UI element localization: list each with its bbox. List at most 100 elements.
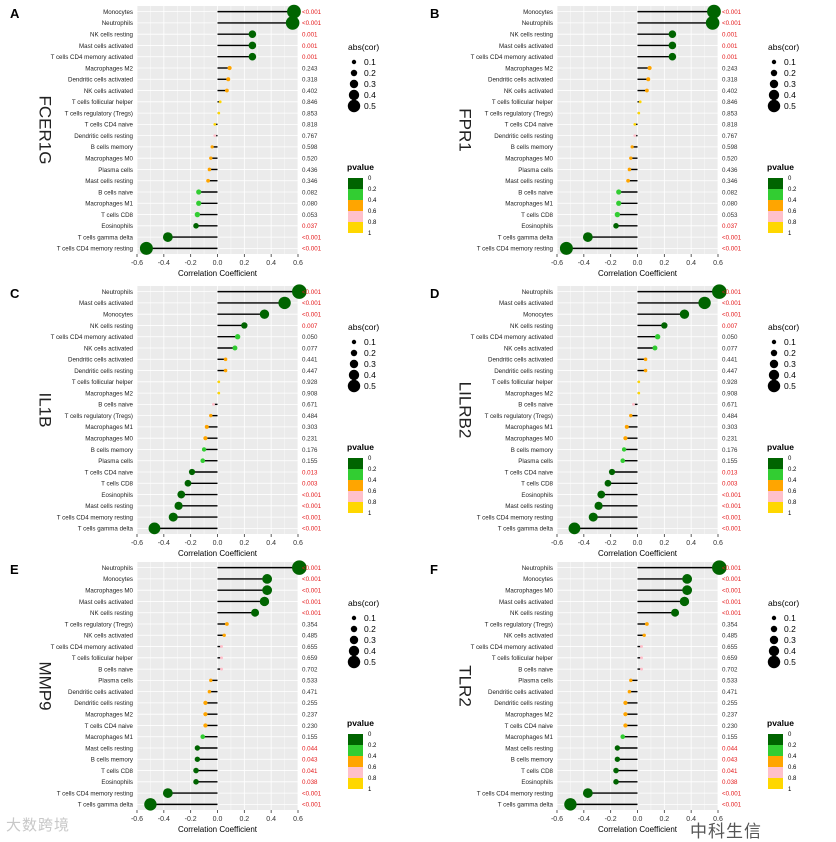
x-tick-label: 0.2: [239, 540, 249, 547]
cell-type-label: Mast cells activated: [79, 300, 134, 307]
cell-type-label: NK cells resting: [510, 323, 554, 330]
cell-type-label: Monocytes: [523, 311, 553, 318]
pvalue-legend-title: pvalue: [767, 442, 794, 452]
pvalue-label: 0.702: [302, 666, 318, 673]
size-legend-label: 0.5: [364, 101, 376, 111]
pvalue-label: 0.041: [302, 768, 318, 775]
pvalue-label: <0.001: [722, 790, 742, 797]
cell-type-label: Macrophages M0: [85, 155, 133, 162]
lollipop-dot: [209, 413, 213, 418]
pvalue-label: 0.767: [302, 133, 318, 140]
pvalue-legend-label: 0.2: [368, 743, 377, 749]
x-tick-label: -0.4: [158, 540, 170, 547]
pvalue-label: <0.001: [302, 289, 322, 296]
gene-label: FPR1: [456, 108, 475, 151]
lollipop-dot: [597, 490, 606, 499]
pvalue-legend-label: 0.4: [368, 198, 377, 204]
pvalue-label: 0.908: [722, 390, 738, 397]
pvalue-legend-label: 0: [788, 732, 792, 738]
pvalue-label: <0.001: [302, 576, 322, 583]
pvalue-legend-label: 0.8: [788, 220, 797, 226]
lollipop-dot: [287, 4, 301, 19]
lollipop-dot: [640, 645, 644, 649]
x-axis-label: Correlation Coefficient: [598, 269, 678, 278]
cell-type-label: Dendritic cells activated: [68, 689, 134, 696]
size-legend-dot: [348, 369, 360, 381]
x-tick-label: 0.0: [213, 540, 223, 547]
x-tick-label: -0.4: [578, 816, 590, 823]
pvalue-label: 0.818: [722, 122, 738, 129]
pvalue-legend-label: 1: [788, 511, 792, 517]
x-tick-label: -0.4: [578, 540, 590, 547]
pvalue-legend-label: 0.4: [368, 754, 377, 760]
pvalue-label: 0.484: [302, 413, 318, 420]
pvalue-legend-label: 0: [788, 456, 792, 462]
lollipop-dot: [203, 700, 208, 706]
size-legend-dot: [770, 349, 778, 357]
x-axis-label: Correlation Coefficient: [178, 269, 258, 278]
lollipop-dot: [661, 322, 668, 329]
pvalue-label: <0.001: [722, 514, 742, 521]
lollipop-dot: [148, 522, 161, 535]
lollipop-dot: [177, 490, 186, 499]
cell-type-label: NK cells resting: [90, 323, 134, 330]
cell-type-label: T cells regulatory (Tregs): [65, 110, 133, 117]
pvalue-label: 0.038: [302, 779, 318, 786]
pvalue-label: <0.001: [722, 289, 742, 296]
cell-type-label: T cells follicular helper: [492, 99, 553, 106]
pvalue-label: <0.001: [302, 565, 322, 572]
lollipop-dot: [631, 402, 635, 406]
pvalue-label: 0.043: [722, 757, 738, 764]
cell-type-label: Mast cells activated: [499, 300, 554, 307]
lollipop-dot: [139, 241, 153, 255]
panel-letter: E: [10, 562, 19, 577]
lollipop-dot: [707, 4, 721, 19]
lollipop-dot: [564, 798, 577, 811]
pvalue-legend-title: pvalue: [767, 718, 794, 728]
lollipop-dot: [193, 767, 199, 774]
pvalue-label: 0.702: [722, 666, 738, 673]
lollipop-dot: [200, 458, 206, 464]
pvalue-legend-swatch: [768, 211, 783, 222]
cell-type-label: T cells follicular helper: [492, 379, 553, 386]
lollipop-dot: [633, 122, 637, 126]
pvalue-label: <0.001: [302, 492, 322, 499]
size-legend-label: 0.4: [784, 90, 796, 100]
lollipop-dot: [679, 309, 690, 319]
x-tick-label: -0.2: [185, 540, 197, 547]
cell-type-label: Monocytes: [523, 576, 553, 583]
pvalue-label: 0.447: [302, 368, 318, 375]
gene-label: MMP9: [36, 661, 55, 710]
pvalue-label: 0.671: [722, 402, 738, 409]
lollipop-dot: [637, 391, 641, 395]
cell-type-label: Dendritic cells activated: [68, 357, 134, 364]
pvalue-legend-swatch: [348, 756, 363, 767]
pvalue-label: <0.001: [722, 610, 742, 617]
pvalue-label: 0.303: [302, 424, 318, 431]
cell-type-label: T cells CD4 memory activated: [51, 54, 134, 61]
pvalue-label: 0.001: [302, 31, 318, 38]
pvalue-legend-swatch: [768, 458, 783, 469]
lollipop-dot: [207, 167, 212, 172]
lollipop-dot: [204, 424, 209, 429]
size-legend-label: 0.1: [784, 337, 796, 347]
pvalue-label: <0.001: [722, 565, 742, 572]
cell-type-label: B cells naive: [98, 666, 133, 673]
lollipop-dot: [184, 479, 192, 487]
watermark-left: 大数跨境: [6, 817, 71, 834]
lollipop-dot: [262, 585, 273, 596]
x-tick-label: 0.2: [659, 540, 669, 547]
cell-type-label: Neutrophils: [522, 20, 553, 27]
cell-type-label: Mast cells resting: [505, 178, 553, 185]
pvalue-label: 0.853: [722, 110, 738, 117]
lollipop-dot: [613, 779, 619, 785]
lollipop-dot: [210, 145, 214, 149]
cell-type-label: T cells CD4 memory resting: [477, 790, 554, 797]
pvalue-label: 0.402: [722, 88, 738, 95]
panel-letter: C: [10, 286, 20, 301]
lollipop-dot: [637, 111, 641, 115]
pvalue-label: 0.243: [302, 65, 318, 72]
cell-type-label: T cells CD4 memory activated: [471, 644, 554, 651]
pvalue-legend-title: pvalue: [347, 718, 374, 728]
pvalue-label: 0.001: [722, 31, 738, 38]
